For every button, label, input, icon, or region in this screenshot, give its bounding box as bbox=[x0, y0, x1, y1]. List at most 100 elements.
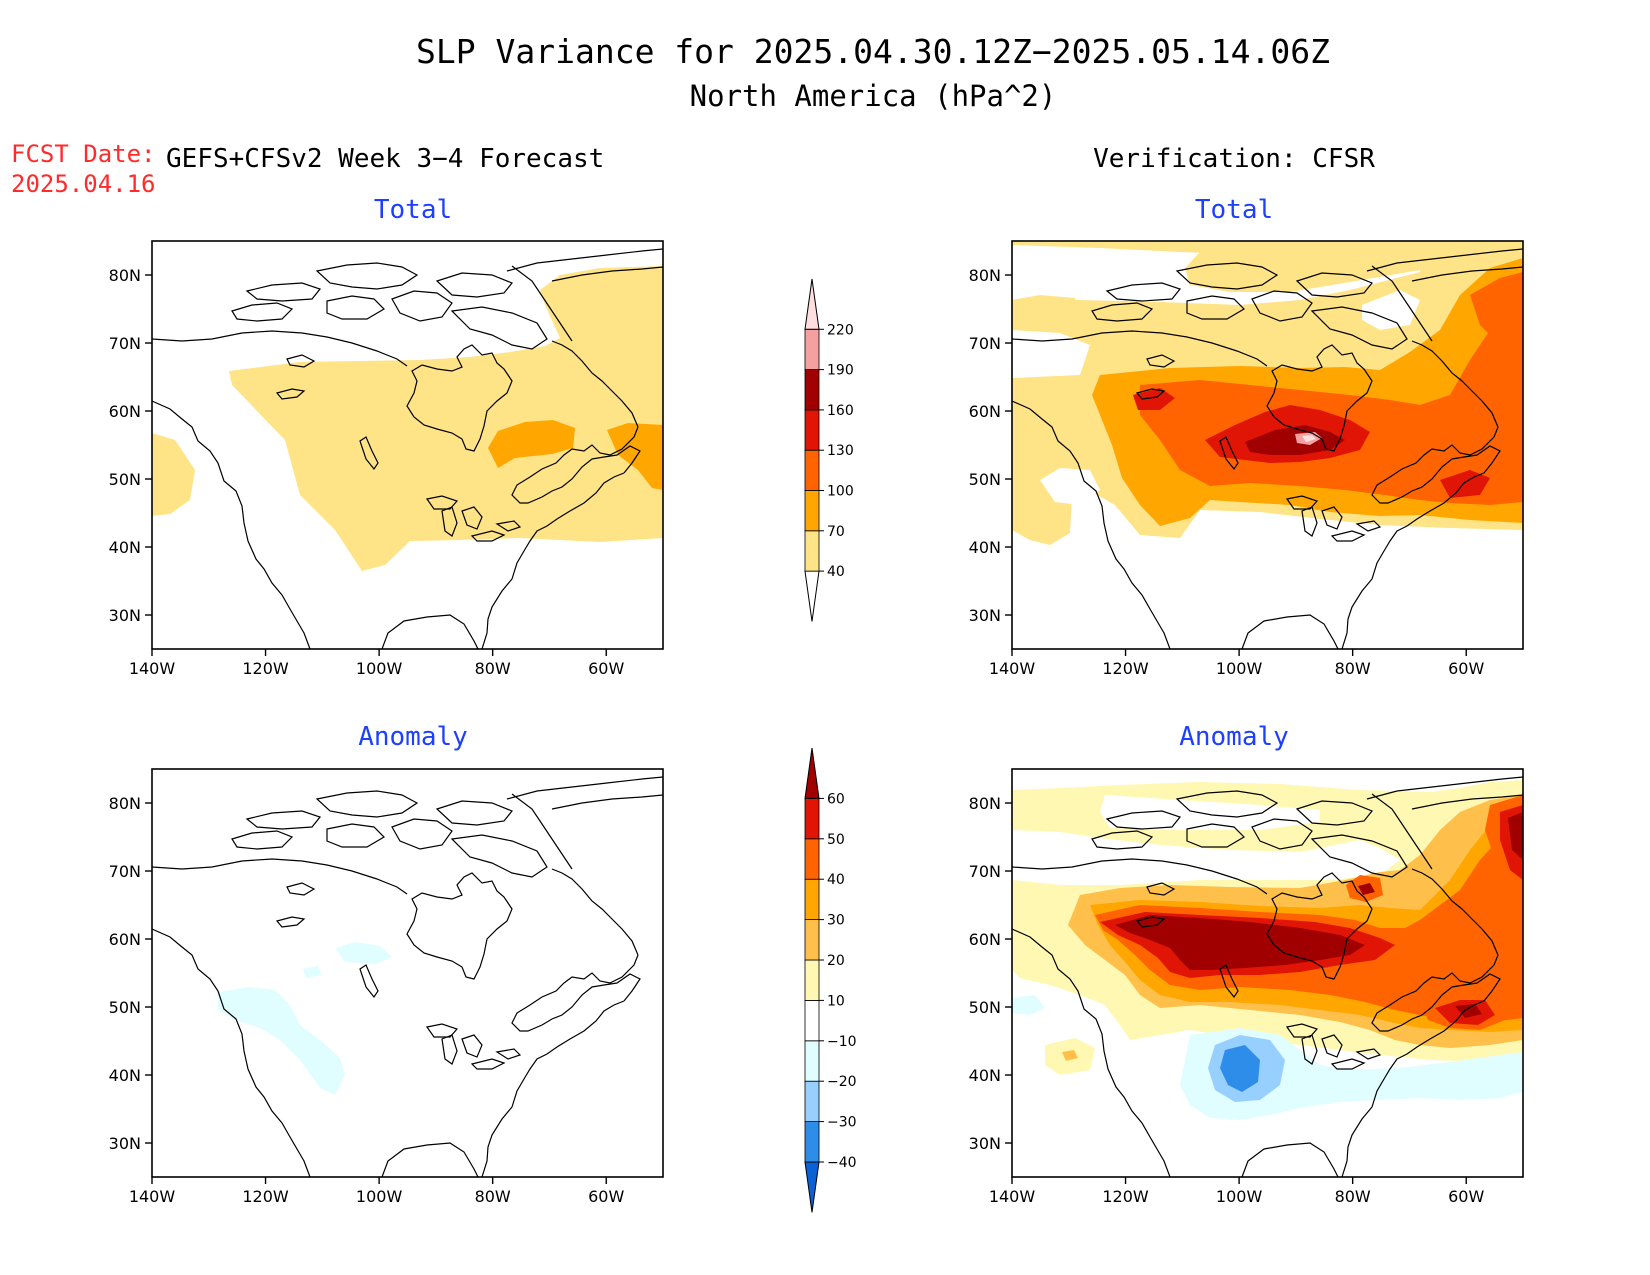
coastline bbox=[1186, 295, 1245, 320]
y-tick-label: 30N bbox=[969, 606, 1001, 625]
coastline bbox=[1310, 306, 1408, 350]
colorbar-label: 60 bbox=[827, 791, 845, 807]
coastline bbox=[1135, 916, 1166, 928]
colorbar-label: 30 bbox=[827, 913, 845, 929]
coastline bbox=[1366, 248, 1523, 272]
coastline bbox=[1012, 330, 1268, 367]
coastline bbox=[1146, 882, 1176, 896]
coastline bbox=[511, 954, 641, 1032]
y-tick-label: 60N bbox=[969, 402, 1001, 421]
anomaly-colorbar: −40 −30 −20 −10 10 20 30 40 50 60 bbox=[804, 747, 857, 1213]
colorbar-label: 40 bbox=[827, 872, 845, 888]
forecast-header: GEFS+CFSv2 Week 3−4 Forecast bbox=[166, 144, 604, 174]
coastline bbox=[1330, 1058, 1366, 1070]
colorbar-swatch bbox=[804, 409, 820, 451]
x-tick-label: 80W bbox=[475, 659, 511, 678]
map-frame bbox=[1011, 240, 1524, 650]
coastline bbox=[286, 354, 316, 368]
x-tick-label: 120W bbox=[242, 1187, 289, 1206]
colorbar-swatch bbox=[804, 369, 820, 411]
coastline bbox=[551, 340, 639, 428]
verification-total-shading bbox=[1012, 241, 1523, 545]
coastline bbox=[441, 506, 458, 537]
coastline bbox=[1012, 858, 1268, 895]
colorbar-swatch bbox=[804, 278, 820, 330]
colorbar-swatch bbox=[804, 490, 820, 532]
x-tick-label: 120W bbox=[1102, 659, 1149, 678]
x-tick-label: 60W bbox=[588, 1187, 624, 1206]
coastline bbox=[359, 964, 379, 999]
x-tick-label: 60W bbox=[1448, 659, 1484, 678]
coastline bbox=[1295, 272, 1373, 298]
forecast-anomaly-title: Anomaly bbox=[358, 722, 468, 752]
y-tick-label: 80N bbox=[969, 794, 1001, 813]
coastline bbox=[275, 916, 306, 928]
coastline bbox=[275, 388, 306, 400]
verification-total-title: Total bbox=[1195, 195, 1273, 225]
coastline bbox=[495, 520, 522, 532]
x-tick-label: 120W bbox=[1102, 1187, 1149, 1206]
verification-anomaly-axes: 140W 120W 100W 80W 60W 30N 40N 50N 60N 70N 80N bbox=[969, 794, 1485, 1206]
map-frame bbox=[1011, 768, 1524, 1178]
coastline bbox=[1411, 794, 1523, 810]
coastline bbox=[1091, 830, 1154, 850]
forecast-anomaly-coastlines bbox=[152, 776, 663, 1177]
x-tick-label: 140W bbox=[129, 1187, 176, 1206]
verification-anomaly-title: Anomaly bbox=[1179, 722, 1289, 752]
y-tick-label: 50N bbox=[969, 998, 1001, 1017]
colorbar-label: 40 bbox=[827, 564, 845, 580]
colorbar-swatch bbox=[804, 838, 820, 880]
colorbar-swatch bbox=[804, 449, 820, 491]
colorbar-label: 220 bbox=[827, 322, 854, 338]
forecast-anomaly-shading bbox=[218, 942, 392, 1095]
coastline bbox=[1266, 344, 1373, 452]
x-tick-label: 80W bbox=[1335, 659, 1371, 678]
y-tick-label: 60N bbox=[969, 930, 1001, 949]
verification-header: Verification: CFSR bbox=[1093, 144, 1375, 174]
coastline bbox=[1285, 495, 1319, 510]
x-tick-label: 60W bbox=[588, 659, 624, 678]
coastline bbox=[391, 818, 453, 850]
colorbar-swatch bbox=[804, 878, 820, 921]
colorbar-label: 160 bbox=[827, 403, 854, 419]
coastline bbox=[435, 272, 513, 298]
colorbar-swatch bbox=[804, 919, 820, 961]
coastline bbox=[406, 872, 513, 980]
figure-subtitle: North America (hPa^2) bbox=[690, 79, 1057, 113]
x-tick-label: 80W bbox=[1335, 1187, 1371, 1206]
coastline bbox=[461, 1034, 483, 1058]
x-tick-label: 100W bbox=[356, 659, 403, 678]
coastline bbox=[1366, 776, 1523, 800]
coastline bbox=[359, 436, 379, 471]
coastline bbox=[315, 790, 419, 818]
colorbar-swatch bbox=[804, 959, 820, 1001]
coastline bbox=[1175, 790, 1279, 818]
coastline bbox=[1105, 810, 1182, 830]
coastline bbox=[1411, 340, 1499, 428]
coastline bbox=[1266, 872, 1373, 980]
total-colorbar: 40 70 100 130 160 190 220 bbox=[804, 278, 854, 622]
coastline bbox=[1411, 868, 1499, 956]
colorbar-swatch bbox=[804, 1161, 820, 1213]
coastline bbox=[1241, 614, 1339, 649]
y-tick-label: 40N bbox=[969, 538, 1001, 557]
y-tick-label: 30N bbox=[109, 1134, 141, 1153]
coastline bbox=[1321, 1034, 1343, 1058]
coastline bbox=[435, 800, 513, 826]
coastline bbox=[152, 928, 311, 1177]
coastline bbox=[231, 830, 294, 850]
coastline bbox=[1371, 426, 1501, 504]
coastline bbox=[511, 793, 573, 870]
coastline bbox=[1355, 1048, 1382, 1060]
coastline bbox=[461, 506, 483, 530]
colorbar-label: 70 bbox=[827, 524, 845, 540]
y-tick-label: 80N bbox=[109, 794, 141, 813]
y-tick-label: 70N bbox=[969, 334, 1001, 353]
colorbar-swatch bbox=[804, 1000, 820, 1042]
coastline bbox=[470, 530, 506, 542]
y-tick-label: 70N bbox=[109, 862, 141, 881]
coastline bbox=[1330, 530, 1366, 542]
colorbar-label: 10 bbox=[827, 993, 845, 1009]
colorbar-swatch bbox=[804, 570, 820, 622]
x-tick-label: 100W bbox=[1216, 1187, 1263, 1206]
